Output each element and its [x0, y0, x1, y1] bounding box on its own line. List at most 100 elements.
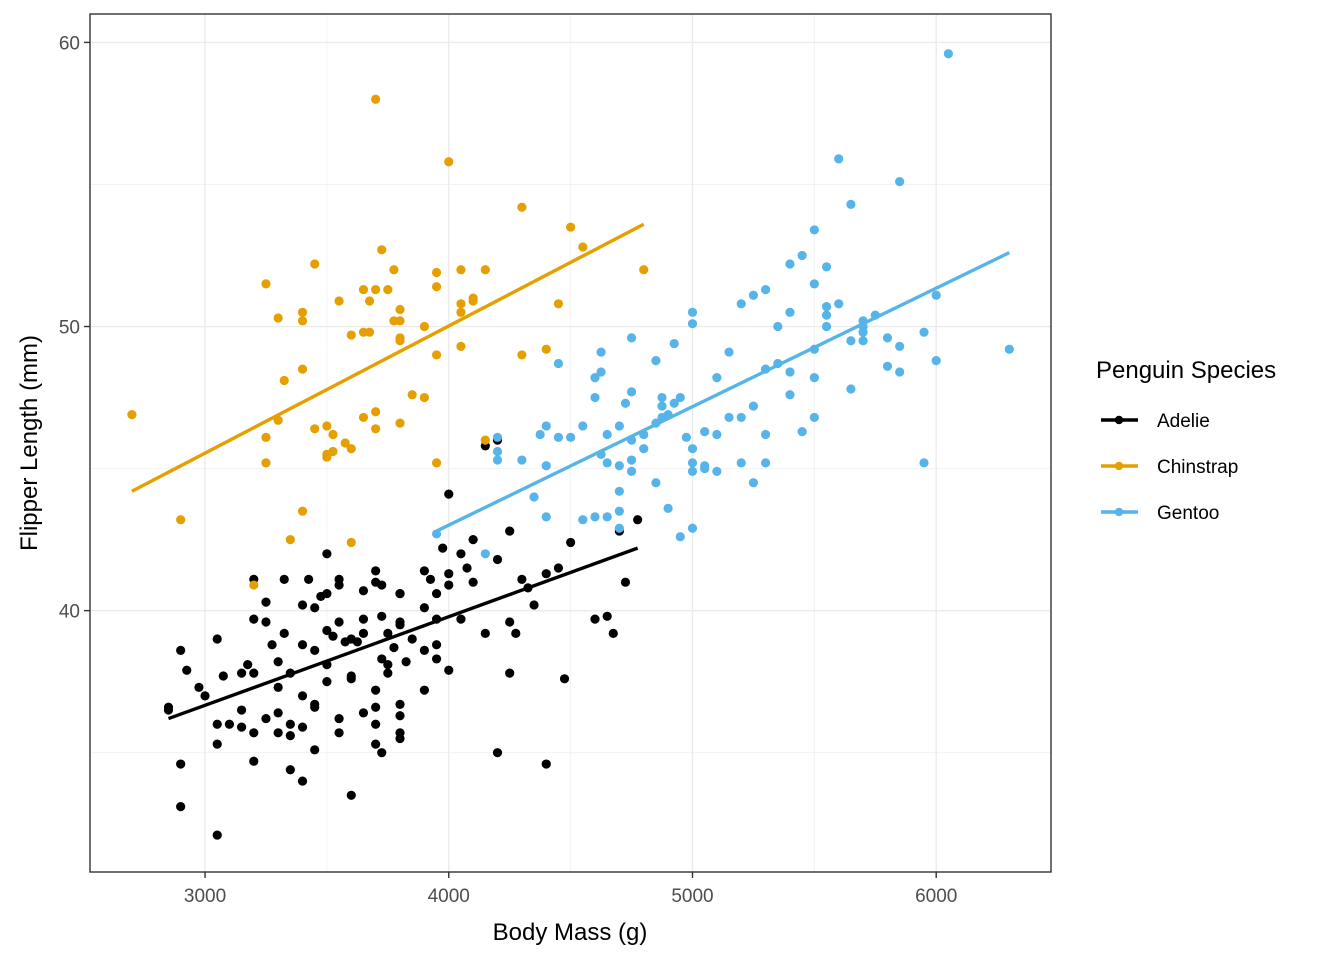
point-gentoo [1004, 344, 1014, 354]
point-gentoo [614, 486, 624, 496]
point-chinstrap [517, 202, 527, 212]
point-adelie [297, 776, 308, 786]
legend-point [1114, 461, 1124, 471]
point-adelie [529, 600, 539, 610]
point-chinstrap [371, 407, 381, 417]
point-adelie [261, 617, 271, 627]
x-tick-label: 3000 [184, 886, 226, 907]
x-tick-label: 4000 [428, 886, 470, 907]
legend-label: Adelie [1157, 411, 1210, 432]
point-adelie [224, 719, 235, 729]
legend-label: Chinstrap [1157, 457, 1238, 478]
point-adelie [236, 705, 247, 715]
point-adelie [541, 759, 551, 769]
point-gentoo [821, 321, 832, 332]
point-gentoo [785, 390, 795, 400]
point-adelie [541, 569, 551, 579]
point-gentoo [785, 259, 795, 269]
point-adelie [511, 628, 521, 638]
point-chinstrap [395, 418, 405, 428]
point-gentoo [614, 506, 624, 516]
point-gentoo [675, 392, 685, 403]
point-chinstrap [328, 446, 338, 457]
point-adelie [285, 731, 295, 741]
point-gentoo [657, 392, 667, 403]
point-gentoo [590, 512, 600, 522]
point-adelie [462, 563, 472, 573]
point-gentoo [809, 344, 819, 354]
legend: Penguin Species Adelie Chinstrap Gentoo [1096, 357, 1276, 524]
point-gentoo [821, 302, 832, 312]
point-gentoo [687, 466, 698, 477]
point-gentoo [590, 373, 600, 383]
point-adelie [419, 603, 429, 613]
point-gentoo [846, 384, 856, 394]
point-gentoo [834, 299, 844, 309]
point-gentoo [687, 458, 698, 468]
point-chinstrap [480, 435, 490, 445]
point-gentoo [712, 429, 722, 440]
point-adelie [492, 554, 503, 565]
point-adelie [377, 654, 387, 664]
point-chinstrap [261, 279, 271, 289]
point-gentoo [797, 250, 807, 261]
x-tick-label: 5000 [671, 886, 713, 907]
point-gentoo [748, 478, 759, 488]
point-gentoo [821, 262, 832, 272]
point-adelie [444, 665, 454, 675]
point-chinstrap [371, 424, 381, 434]
x-axis-title: Body Mass (g) [493, 919, 648, 946]
point-chinstrap [566, 222, 576, 232]
point-gentoo [596, 367, 606, 377]
point-gentoo [596, 347, 606, 357]
point-chinstrap [389, 265, 399, 275]
point-gentoo [736, 412, 746, 423]
point-gentoo [785, 367, 795, 377]
point-adelie [395, 620, 405, 630]
point-gentoo [541, 421, 551, 431]
point-chinstrap [297, 307, 308, 317]
point-adelie [200, 691, 210, 701]
point-gentoo [748, 290, 759, 300]
y-axis-title: Flipper Length (mm) [16, 335, 43, 551]
point-gentoo [614, 461, 624, 471]
point-gentoo [626, 387, 637, 397]
point-chinstrap [127, 409, 137, 420]
point-chinstrap [456, 299, 466, 309]
point-adelie [334, 574, 344, 584]
point-chinstrap [395, 336, 405, 346]
point-adelie [212, 634, 222, 644]
point-gentoo [480, 549, 490, 559]
point-gentoo [931, 290, 941, 300]
point-gentoo [943, 49, 953, 59]
point-chinstrap [310, 424, 320, 434]
point-gentoo [821, 310, 832, 320]
point-adelie [505, 617, 515, 627]
point-chinstrap [340, 438, 350, 448]
point-gentoo [846, 199, 856, 209]
point-adelie [523, 583, 533, 593]
point-chinstrap [456, 307, 466, 317]
point-adelie [322, 660, 332, 670]
point-adelie [620, 577, 631, 587]
point-chinstrap [444, 157, 454, 167]
point-gentoo [529, 492, 539, 502]
point-adelie [517, 574, 527, 584]
point-chinstrap [371, 94, 381, 104]
point-adelie [444, 489, 454, 499]
point-chinstrap [297, 364, 308, 374]
point-adelie [194, 682, 204, 692]
y-tick-label: 50 [59, 318, 80, 339]
point-gentoo [651, 356, 661, 366]
point-gentoo [639, 444, 649, 454]
point-gentoo [700, 463, 710, 474]
point-adelie [310, 699, 320, 709]
point-adelie [468, 577, 478, 587]
point-adelie [358, 586, 369, 596]
point-gentoo [761, 364, 771, 374]
point-adelie [273, 728, 283, 738]
point-gentoo [553, 432, 564, 442]
point-gentoo [578, 421, 588, 431]
point-adelie [212, 739, 222, 749]
point-gentoo [882, 361, 893, 371]
